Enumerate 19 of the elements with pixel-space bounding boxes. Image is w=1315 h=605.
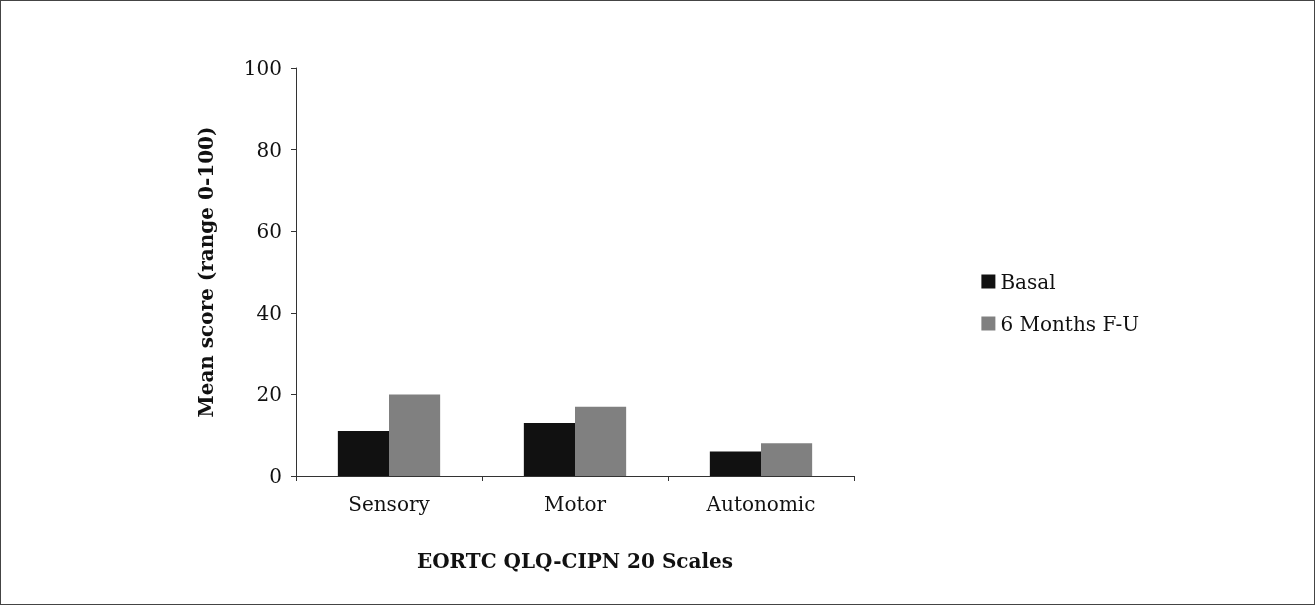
y-tick-label: 100 xyxy=(243,56,282,80)
x-tick-label: Sensory xyxy=(348,492,431,516)
bar xyxy=(761,443,813,476)
y-tick-label: 60 xyxy=(256,219,282,244)
bar xyxy=(575,406,627,476)
y-tick-label: 80 xyxy=(256,137,282,162)
bar xyxy=(709,451,761,476)
y-tick-label: 20 xyxy=(256,382,282,407)
bar xyxy=(523,422,575,476)
bar xyxy=(389,394,441,476)
legend-label: Basal xyxy=(1000,269,1056,294)
legend-label: 6 Months F-U xyxy=(1000,311,1140,336)
y-axis-title: Mean score (range 0-100) xyxy=(194,126,218,418)
bar xyxy=(337,431,389,476)
x-tick-label: Motor xyxy=(543,492,607,516)
y-tick-label: 40 xyxy=(256,300,282,325)
y-tick-label: 0 xyxy=(269,464,282,488)
x-tick-label: Autonomic xyxy=(705,492,816,516)
x-axis-title: EORTC QLQ-CIPN 20 Scales xyxy=(416,549,734,573)
